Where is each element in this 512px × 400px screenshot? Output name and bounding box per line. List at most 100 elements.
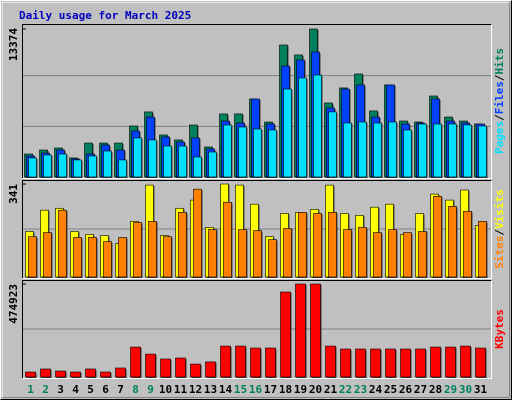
- bar: [265, 347, 276, 378]
- bar: [388, 229, 397, 278]
- bar: [73, 159, 82, 178]
- bar: [208, 229, 217, 278]
- x-tick-label: 29: [444, 383, 457, 396]
- legend-separator: /: [493, 114, 506, 121]
- x-tick-label: 15: [234, 383, 247, 396]
- bar: [358, 227, 367, 278]
- y-tick-label: 13374: [7, 28, 20, 61]
- bar: [193, 156, 202, 178]
- panel-border-dark: [22, 280, 492, 379]
- bar: [238, 229, 247, 278]
- bar: [103, 241, 112, 278]
- x-tick-label: 6: [102, 383, 109, 396]
- bar: [100, 371, 111, 378]
- bar: [310, 283, 321, 378]
- bar: [145, 353, 156, 378]
- bar: [448, 206, 457, 278]
- bar: [208, 151, 217, 178]
- bar: [313, 74, 322, 178]
- bar: [28, 236, 37, 278]
- x-tick-label: 1: [27, 383, 34, 396]
- bar: [325, 345, 336, 378]
- bar: [433, 123, 442, 178]
- x-tick-label: 3: [57, 383, 64, 396]
- bar: [283, 88, 292, 178]
- bar: [280, 291, 291, 378]
- bar: [118, 159, 127, 178]
- legend: KBytes: [493, 309, 506, 349]
- bar: [178, 145, 187, 178]
- x-tick-label: 26: [399, 383, 413, 396]
- bar: [70, 371, 81, 378]
- panel-border-light: [22, 24, 492, 179]
- bar: [400, 348, 411, 378]
- bar: [40, 368, 51, 378]
- bar: [295, 283, 306, 378]
- x-tick-label: 30: [459, 383, 472, 396]
- bar: [358, 121, 367, 178]
- bar: [55, 370, 66, 378]
- bar: [148, 221, 157, 278]
- x-tick-label: 16: [249, 383, 263, 396]
- bar: [160, 358, 171, 378]
- bar: [460, 345, 471, 378]
- y-tick-label: 474923: [7, 284, 20, 324]
- x-tick-label: 9: [147, 383, 154, 396]
- legend: Sites/Visits: [493, 189, 506, 269]
- x-tick-label: 19: [294, 383, 307, 396]
- bar: [223, 124, 232, 178]
- bar: [88, 155, 97, 178]
- legend-entry: Sites: [493, 236, 506, 269]
- bar: [343, 122, 352, 178]
- x-tick-label: 24: [369, 383, 383, 396]
- x-tick-label: 28: [429, 383, 442, 396]
- bar: [43, 232, 52, 278]
- bar: [355, 348, 366, 378]
- bar: [220, 345, 231, 378]
- legend-separator: /: [493, 229, 506, 236]
- bar: [370, 348, 381, 378]
- legend-entry: Files: [493, 81, 506, 114]
- bar: [193, 188, 202, 278]
- chart-title: Daily usage for March 2025: [19, 9, 191, 22]
- bar: [175, 357, 186, 378]
- x-tick-label: 21: [324, 383, 338, 396]
- x-tick-label: 20: [309, 383, 322, 396]
- x-tick-label: 8: [132, 383, 139, 396]
- bar: [235, 345, 246, 378]
- legend-entry: Visits: [493, 189, 506, 229]
- bar: [418, 231, 427, 278]
- bar: [385, 348, 396, 378]
- x-tick-label: 12: [189, 383, 202, 396]
- x-tick-label: 31: [474, 383, 488, 396]
- x-tick-label: 13: [204, 383, 217, 396]
- bar: [103, 150, 112, 178]
- bar: [445, 346, 456, 378]
- bar: [298, 77, 307, 178]
- bar: [475, 347, 486, 378]
- bar: [88, 237, 97, 278]
- bar: [190, 363, 201, 378]
- bar: [253, 230, 262, 278]
- bar: [283, 228, 292, 278]
- x-tick-label: 27: [414, 383, 427, 396]
- bar: [133, 137, 142, 178]
- bar: [430, 346, 441, 378]
- bar: [298, 212, 307, 278]
- legend: Pages/Files/Hits: [493, 48, 506, 154]
- bar: [328, 111, 337, 178]
- bar: [448, 123, 457, 178]
- bar: [163, 236, 172, 278]
- bar: [415, 348, 426, 378]
- panel-border-light: [22, 180, 492, 279]
- x-tick-label: 25: [384, 383, 397, 396]
- x-tick-label: 10: [159, 383, 172, 396]
- bar: [403, 129, 412, 178]
- x-tick-label: 22: [339, 383, 352, 396]
- bar: [118, 237, 127, 278]
- bar: [133, 222, 142, 278]
- bar: [43, 154, 52, 178]
